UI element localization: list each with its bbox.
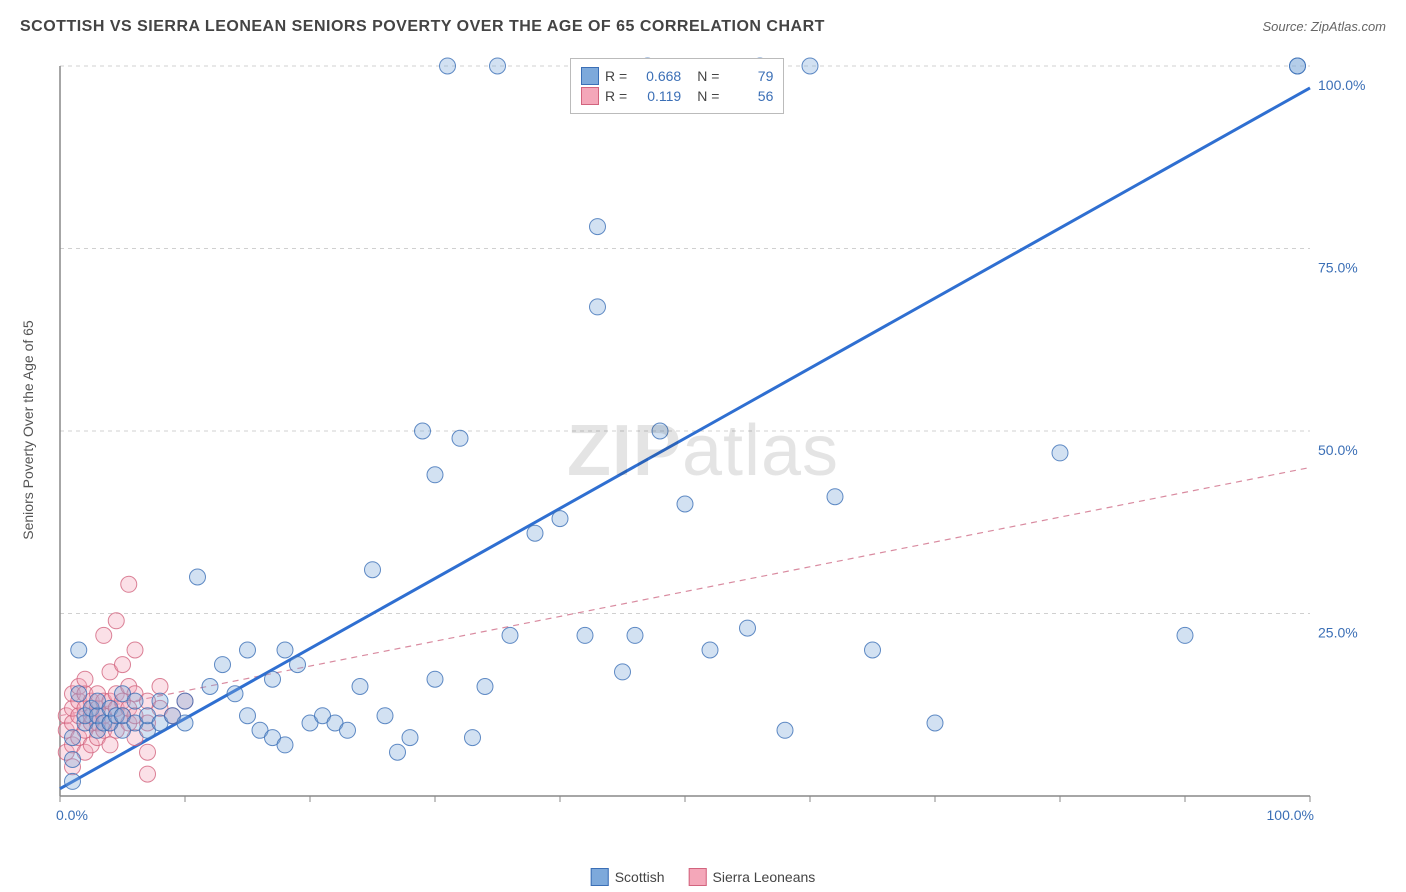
y-tick-label: 75.0% <box>1318 260 1358 276</box>
point-scottish <box>627 627 643 643</box>
legend-item: Scottish <box>591 868 665 886</box>
point-scottish <box>71 642 87 658</box>
point-scottish <box>152 693 168 709</box>
point-scottish <box>240 708 256 724</box>
point-scottish <box>452 430 468 446</box>
regression-line-scottish <box>60 88 1310 789</box>
point-scottish <box>440 58 456 74</box>
scatter-plot-svg: 25.0% 50.0% 75.0% 100.0% 0.0% 100.0% <box>50 56 1370 836</box>
legend-stats-row: R = 0.668 N = 79 <box>581 67 773 85</box>
legend-n-label: N = <box>697 88 719 104</box>
point-scottish <box>777 722 793 738</box>
point-scottish <box>1052 445 1068 461</box>
point-sierra_leoneans <box>121 576 137 592</box>
point-sierra_leoneans <box>96 627 112 643</box>
point-scottish <box>240 642 256 658</box>
point-scottish <box>677 496 693 512</box>
point-scottish <box>177 715 193 731</box>
point-sierra_leoneans <box>102 737 118 753</box>
legend-stats-row: R = 0.119 N = 56 <box>581 87 773 105</box>
point-scottish <box>127 693 143 709</box>
y-tick-label: 100.0% <box>1318 77 1365 93</box>
point-scottish <box>427 467 443 483</box>
chart-title: SCOTTISH VS SIERRA LEONEAN SENIORS POVER… <box>20 18 825 36</box>
point-scottish <box>552 511 568 527</box>
point-scottish <box>615 664 631 680</box>
point-scottish <box>365 562 381 578</box>
point-sierra_leoneans <box>115 657 131 673</box>
y-axis-label: Seniors Poverty Over the Age of 65 <box>20 320 36 539</box>
legend-n-value: 56 <box>725 88 773 104</box>
y-tick-label: 50.0% <box>1318 442 1358 458</box>
legend-stats-box: R = 0.668 N = 79 R = 0.119 N = 56 <box>570 58 784 114</box>
point-scottish <box>65 752 81 768</box>
point-scottish <box>290 657 306 673</box>
legend-label: Scottish <box>615 869 665 885</box>
legend-r-value: 0.668 <box>633 68 681 84</box>
legend-swatch <box>581 67 599 85</box>
point-scottish <box>527 525 543 541</box>
legend-item: Sierra Leoneans <box>689 868 816 886</box>
legend-swatch <box>581 87 599 105</box>
point-scottish <box>277 737 293 753</box>
chart-container: SCOTTISH VS SIERRA LEONEAN SENIORS POVER… <box>0 0 1406 892</box>
legend-r-value: 0.119 <box>633 88 681 104</box>
point-scottish <box>1177 627 1193 643</box>
point-scottish <box>590 299 606 315</box>
point-sierra_leoneans <box>108 613 124 629</box>
plot-area: 25.0% 50.0% 75.0% 100.0% 0.0% 100.0% <box>50 56 1370 836</box>
legend-bottom: Scottish Sierra Leoneans <box>591 868 816 886</box>
point-scottish <box>65 773 81 789</box>
title-row: SCOTTISH VS SIERRA LEONEAN SENIORS POVER… <box>20 18 1386 36</box>
point-scottish <box>740 620 756 636</box>
point-scottish <box>215 657 231 673</box>
legend-r-label: R = <box>605 68 627 84</box>
point-scottish <box>352 679 368 695</box>
legend-swatch <box>591 868 609 886</box>
point-scottish <box>477 679 493 695</box>
point-scottish <box>590 219 606 235</box>
point-sierra_leoneans <box>140 744 156 760</box>
point-scottish <box>702 642 718 658</box>
point-sierra_leoneans <box>140 766 156 782</box>
point-scottish <box>190 569 206 585</box>
point-scottish <box>71 686 87 702</box>
point-scottish <box>202 679 218 695</box>
point-scottish <box>390 744 406 760</box>
point-scottish <box>802 58 818 74</box>
point-sierra_leoneans <box>127 642 143 658</box>
point-scottish <box>402 730 418 746</box>
point-scottish <box>865 642 881 658</box>
y-tick-label: 25.0% <box>1318 625 1358 641</box>
point-scottish <box>502 627 518 643</box>
x-tick-label: 100.0% <box>1267 807 1314 823</box>
legend-label: Sierra Leoneans <box>713 869 816 885</box>
point-scottish <box>227 686 243 702</box>
point-scottish <box>377 708 393 724</box>
point-scottish <box>265 671 281 687</box>
point-scottish <box>465 730 481 746</box>
point-sierra_leoneans <box>77 671 93 687</box>
legend-n-label: N = <box>697 68 719 84</box>
point-scottish <box>277 642 293 658</box>
point-scottish <box>490 58 506 74</box>
point-scottish <box>177 693 193 709</box>
point-scottish <box>340 722 356 738</box>
legend-r-label: R = <box>605 88 627 104</box>
point-scottish <box>827 489 843 505</box>
source-label: Source: ZipAtlas.com <box>1262 19 1386 34</box>
x-tick-label: 0.0% <box>56 807 88 823</box>
point-scottish <box>927 715 943 731</box>
point-scottish <box>1290 58 1306 74</box>
point-sierra_leoneans <box>152 679 168 695</box>
legend-n-value: 79 <box>725 68 773 84</box>
point-scottish <box>65 730 81 746</box>
legend-swatch <box>689 868 707 886</box>
point-scottish <box>652 423 668 439</box>
point-scottish <box>415 423 431 439</box>
point-scottish <box>427 671 443 687</box>
point-scottish <box>577 627 593 643</box>
